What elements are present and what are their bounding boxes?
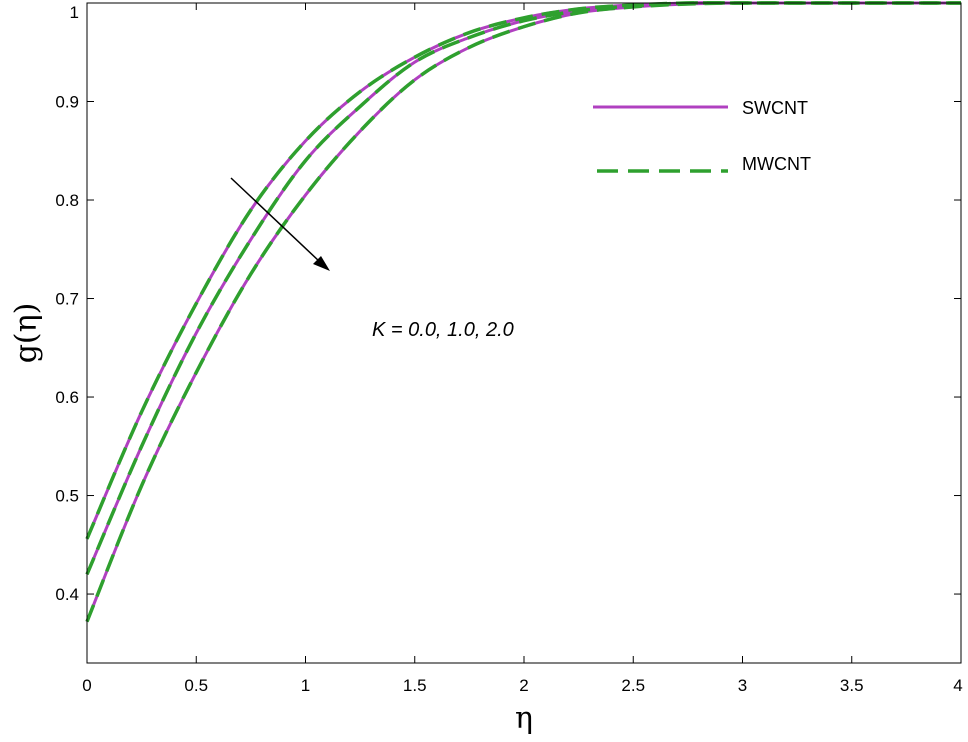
x-tick-label: 3 <box>738 676 747 695</box>
arrow-shaft <box>230 177 321 263</box>
x-tick-label: 4 <box>953 676 962 695</box>
y-axis-ticks: 0.4 0.5 0.6 0.7 0.8 0.9 1 <box>55 2 961 604</box>
y-tick-label: 0.5 <box>55 487 79 506</box>
y-tick-label: 0.7 <box>55 290 79 309</box>
x-axis-label: η <box>515 701 533 736</box>
annotation-text: K = 0.0, 1.0, 2.0 <box>372 319 514 341</box>
x-tick-label: 1.5 <box>403 676 427 695</box>
series-line-mwcnt-2 <box>85 1 961 623</box>
x-tick-label: 1 <box>301 676 310 695</box>
curves-layer <box>85 1 961 623</box>
series-line-swcnt-2 <box>85 1 961 623</box>
y-axis-label: g(η) <box>9 303 44 364</box>
y-tick-label: 0.8 <box>55 191 79 210</box>
x-tick-label: 0 <box>82 676 91 695</box>
x-tick-label: 3.5 <box>840 676 864 695</box>
y-tick-label: 0.6 <box>55 388 79 407</box>
x-tick-label: 0.5 <box>184 676 208 695</box>
x-tick-label: 2.5 <box>621 676 645 695</box>
series-line-swcnt-1 <box>85 1 961 575</box>
y-tick-label: 0.9 <box>55 93 79 112</box>
series-line-swcnt-0 <box>85 1 961 540</box>
series-line-mwcnt-1 <box>85 1 961 576</box>
annotation-arrow <box>230 177 330 271</box>
legend-mwcnt-label: MWCNT <box>742 154 811 174</box>
x-axis-ticks: 0 0.5 1 1.5 2 2.5 3 3.5 4 <box>82 3 963 695</box>
arrow-head-icon <box>313 256 330 271</box>
y-tick-label: 0.4 <box>55 585 79 604</box>
legend: SWCNT MWCNT <box>593 98 811 174</box>
series-line-mwcnt-0 <box>85 1 961 540</box>
x-tick-label: 2 <box>519 676 528 695</box>
y-tick-label: 1 <box>70 3 79 22</box>
legend-swcnt-label: SWCNT <box>742 98 808 118</box>
